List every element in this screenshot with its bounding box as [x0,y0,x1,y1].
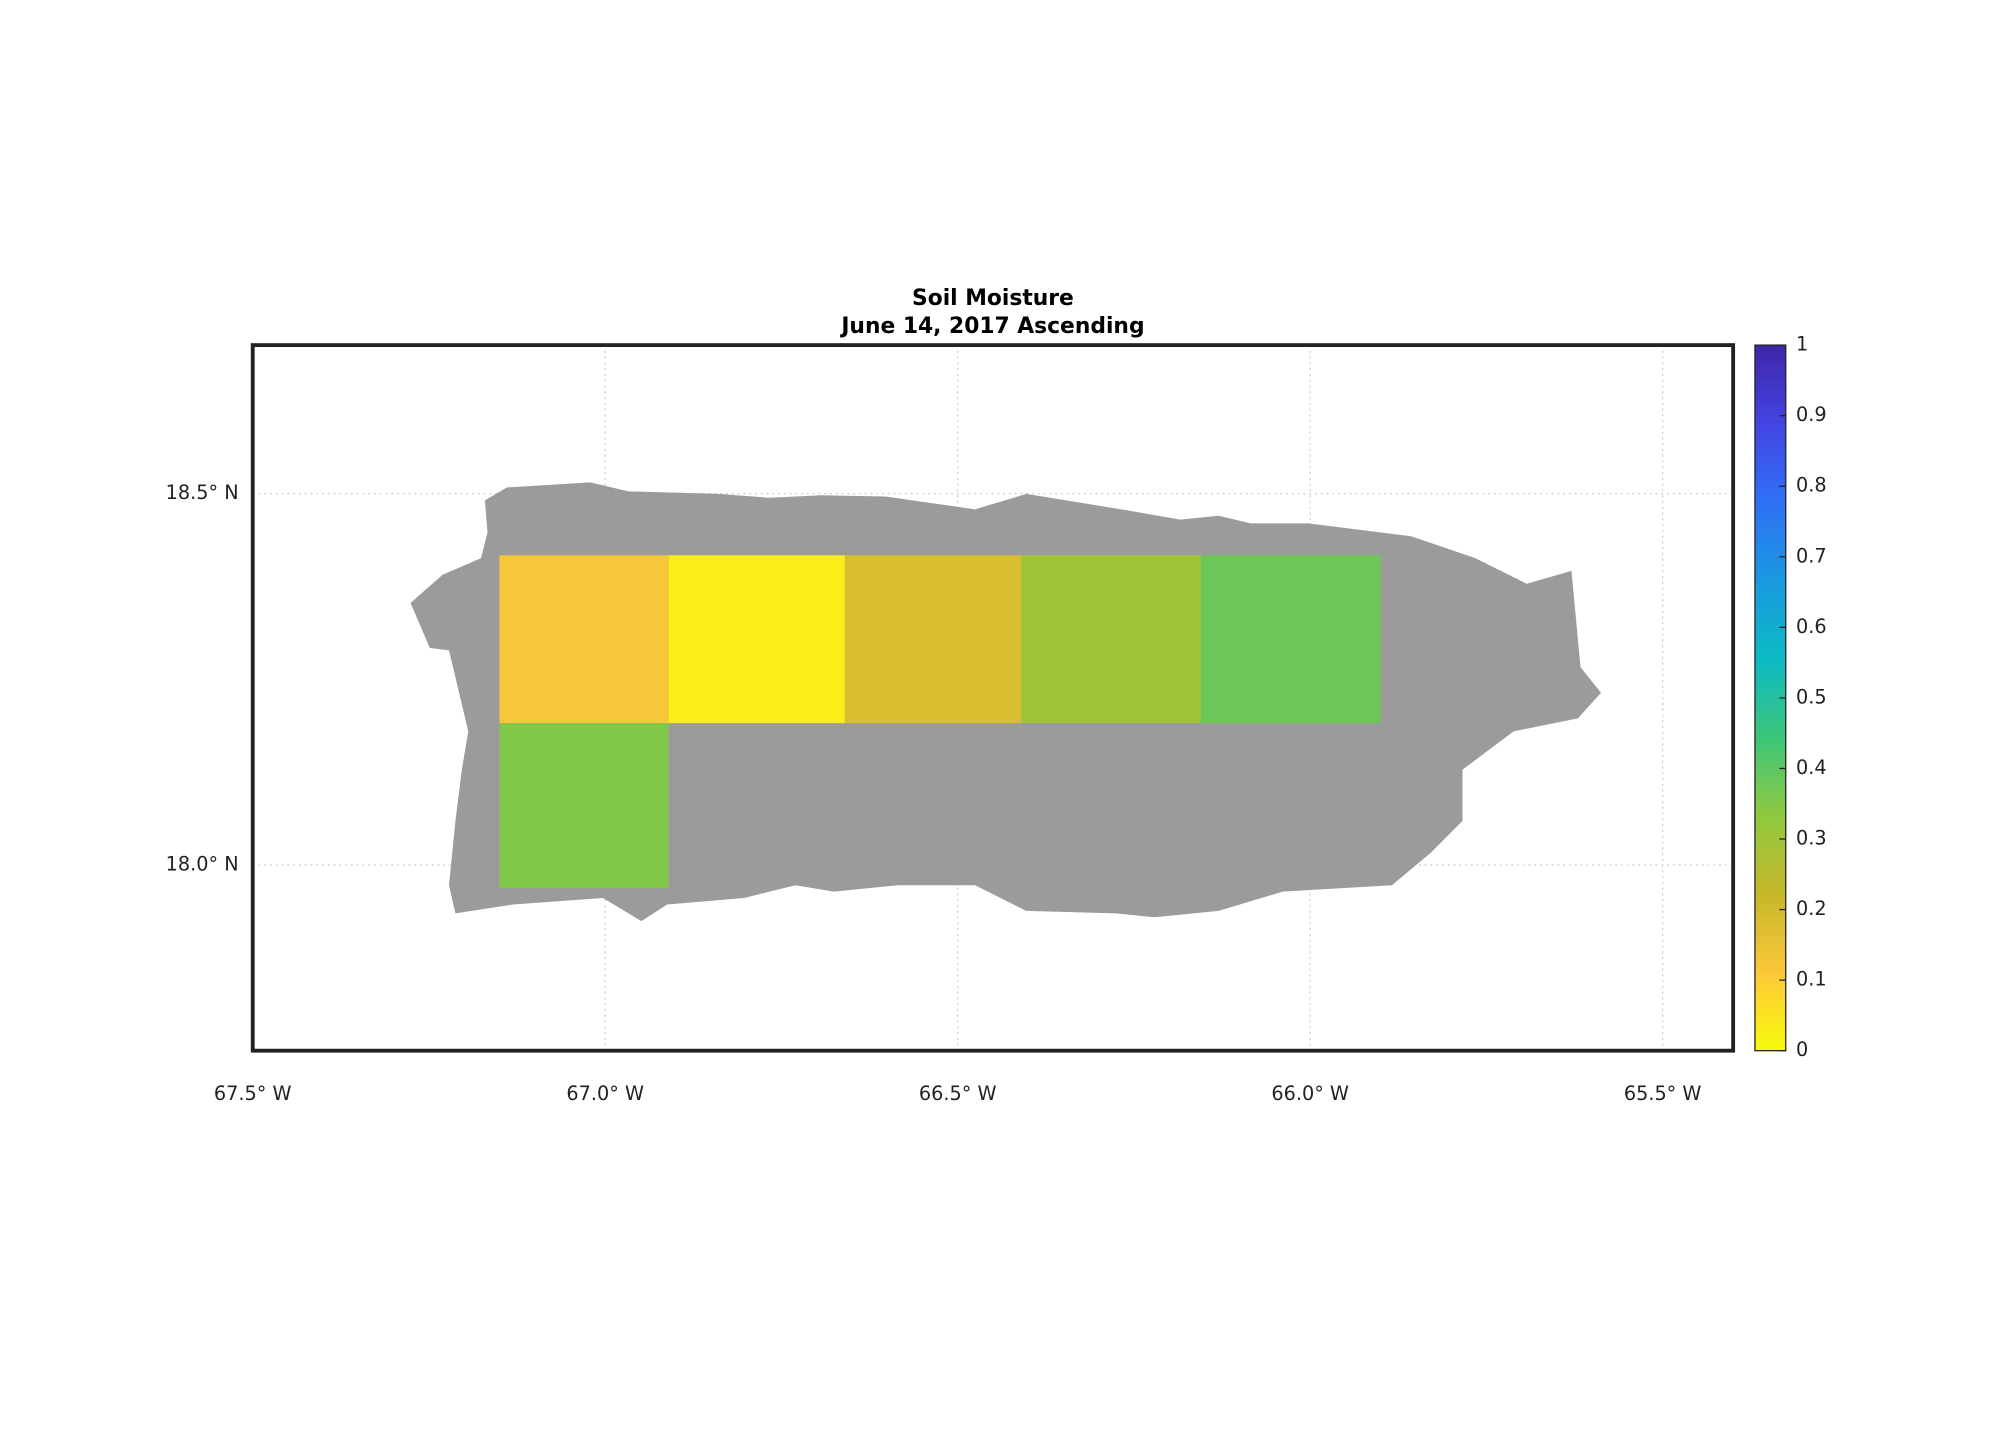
colorbar-tick-label: 0.1 [1796,968,1827,991]
colorbar-tick-label: 0.9 [1796,403,1827,426]
colorbar-tick-label: 0.8 [1796,474,1827,497]
cell [1021,555,1201,724]
cell [1200,555,1381,724]
plot-frame [250,343,1736,1053]
cells [499,555,1381,889]
colorbar-tick-label: 0.3 [1796,827,1827,850]
x-tick-label: 67.5° W [214,1082,292,1105]
colorbar-tick-label: 0.2 [1796,897,1827,920]
chart-subtitle: June 14, 2017 Ascending [839,314,1144,339]
colorbar-tick-label: 0 [1796,1038,1808,1061]
x-tick-label: 67.0° W [566,1082,644,1105]
cell [668,555,845,724]
cell [499,723,669,889]
cell [844,555,1022,724]
y-tick-label: 18.0° N [166,853,239,876]
y-tick-label: 18.5° N [166,481,239,504]
colorbar-tick-label: 1 [1796,333,1808,356]
colorbar-tick-label: 0.5 [1796,685,1827,708]
cell [499,555,669,724]
chart-title: Soil Moisture [912,286,1074,311]
x-tick-label: 66.5° W [919,1082,997,1105]
x-tick-label: 66.0° W [1271,1082,1349,1105]
x-tick-label: 65.5° W [1624,1082,1702,1105]
colorbar-tick-label: 0.7 [1796,544,1827,567]
colorbar-tick-label: 0.6 [1796,615,1827,638]
colorbar-tick-label: 0.4 [1796,756,1827,779]
